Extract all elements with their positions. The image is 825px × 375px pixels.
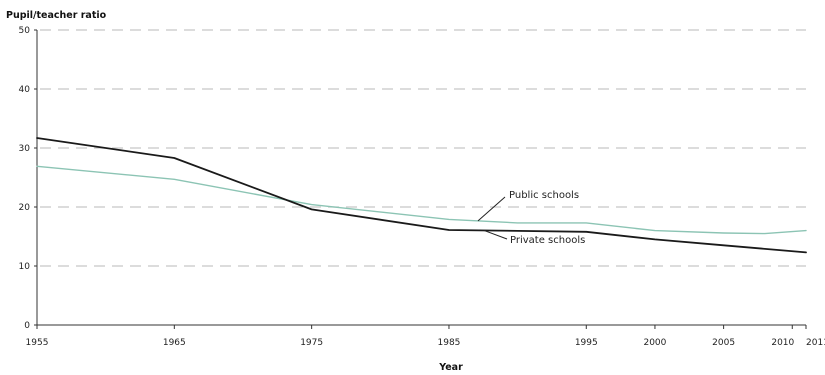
x-tick-label-1975: 1975	[300, 338, 323, 348]
x-tick-label-2005: 2005	[712, 338, 735, 348]
series-line-public-schools	[36, 165, 807, 235]
annotations: Public schools Private schools	[477, 190, 585, 246]
x-tick-label-2000: 2000	[643, 338, 666, 348]
private-schools-label: Private schools	[510, 235, 585, 246]
y-axis-title: Pupil/teacher ratio	[6, 10, 107, 21]
y-tick-label-10: 10	[19, 262, 31, 272]
x-tick-label-2011: 2011	[806, 338, 825, 348]
x-tick-label-1985: 1985	[438, 338, 461, 348]
x-tick-label-1965: 1965	[163, 338, 186, 348]
gridlines	[40, 29, 806, 267]
series-lines	[36, 137, 807, 254]
x-tick-label-1995: 1995	[575, 338, 598, 348]
y-tick-label-40: 40	[19, 85, 31, 95]
public-schools-leader	[477, 196, 506, 222]
y-tick-label-30: 30	[19, 144, 31, 154]
x-tick-label-1955: 1955	[26, 338, 49, 348]
x-tick-label-2010: 2010	[771, 338, 794, 348]
public-schools-label: Public schools	[509, 190, 579, 201]
x-axis-title: Year	[438, 362, 463, 373]
y-tick-label-0: 0	[24, 321, 30, 331]
private-schools-leader	[483, 229, 508, 240]
y-tick-label-20: 20	[19, 203, 31, 213]
axes: 0 10 20 30 40 50 1955 1965 1975 1985 1995 2000 2005 2…	[19, 26, 825, 348]
series-line-private-schools	[36, 137, 807, 254]
y-tick-label-50: 50	[19, 26, 31, 36]
